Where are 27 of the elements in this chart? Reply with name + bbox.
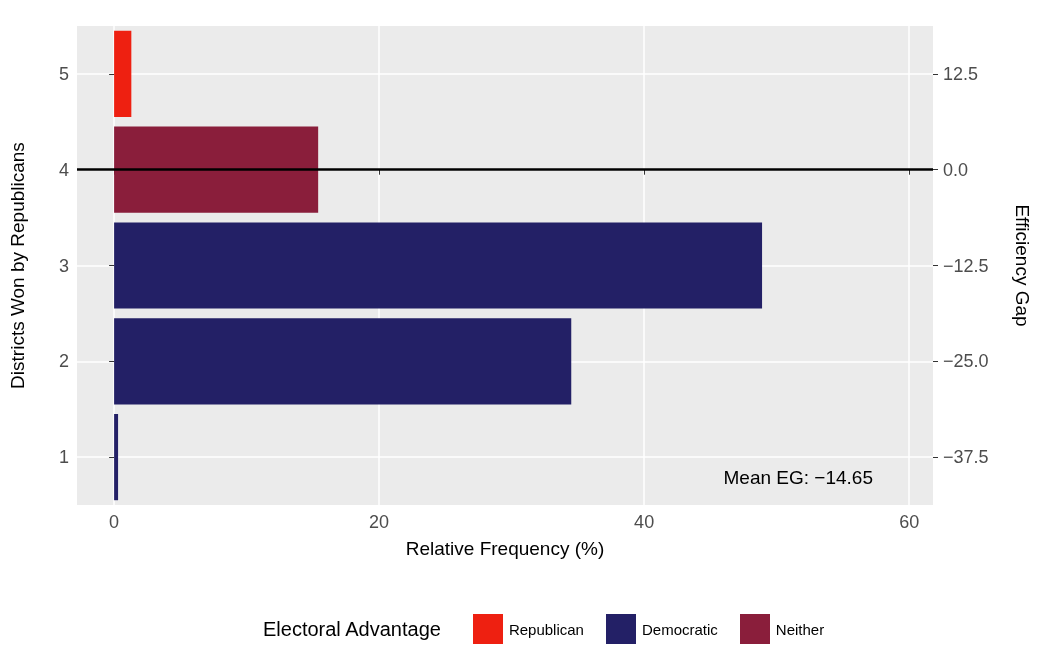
x-tick-label: 20: [369, 512, 390, 532]
y2-tick-label: −12.5: [943, 255, 989, 276]
y-axis-title: Districts Won by Republicans: [7, 142, 28, 389]
bar: [114, 413, 119, 501]
legend-label: Democratic: [641, 620, 718, 638]
y-tick-label: 1: [58, 447, 69, 468]
bar: [114, 126, 319, 213]
y2-tick-label: 0.0: [943, 159, 969, 180]
x-axis-title: Relative Frequency (%): [405, 538, 605, 559]
y2-tick-label: −37.5: [943, 447, 989, 468]
y2-tick-label: 12.5: [943, 63, 979, 84]
legend-label: Republican: [508, 620, 584, 638]
bar: [114, 222, 763, 309]
legend-title: Electoral Advantage: [263, 617, 441, 641]
y-tick-label: 4: [58, 159, 69, 180]
y2-axis-title: Efficiency Gap: [1012, 204, 1033, 327]
annotation: Mean EG: −14.65: [723, 467, 874, 488]
y2-tick-label: −25.0: [943, 351, 989, 372]
bar: [114, 30, 132, 118]
x-tick-label: 60: [899, 512, 920, 532]
x-tick-label: 40: [634, 512, 655, 532]
y-tick-label: 3: [58, 255, 69, 276]
legend-label: Neither: [775, 620, 825, 638]
y-tick-label: 5: [58, 63, 69, 84]
bar: [114, 318, 572, 405]
y-tick-label: 2: [58, 351, 69, 372]
x-tick-label: 0: [109, 512, 120, 532]
